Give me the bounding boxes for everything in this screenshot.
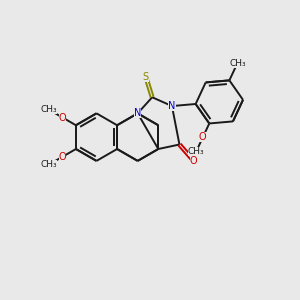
Text: CH₃: CH₃ [41, 105, 58, 114]
Text: CH₃: CH₃ [188, 147, 205, 156]
Text: N: N [134, 108, 141, 118]
Text: CH₃: CH₃ [41, 160, 58, 169]
Text: N: N [168, 101, 175, 111]
Text: O: O [59, 152, 66, 162]
Text: S: S [143, 72, 149, 82]
Text: O: O [59, 112, 66, 122]
Text: CH₃: CH₃ [229, 58, 246, 68]
Text: O: O [199, 133, 207, 142]
Text: O: O [190, 156, 197, 166]
